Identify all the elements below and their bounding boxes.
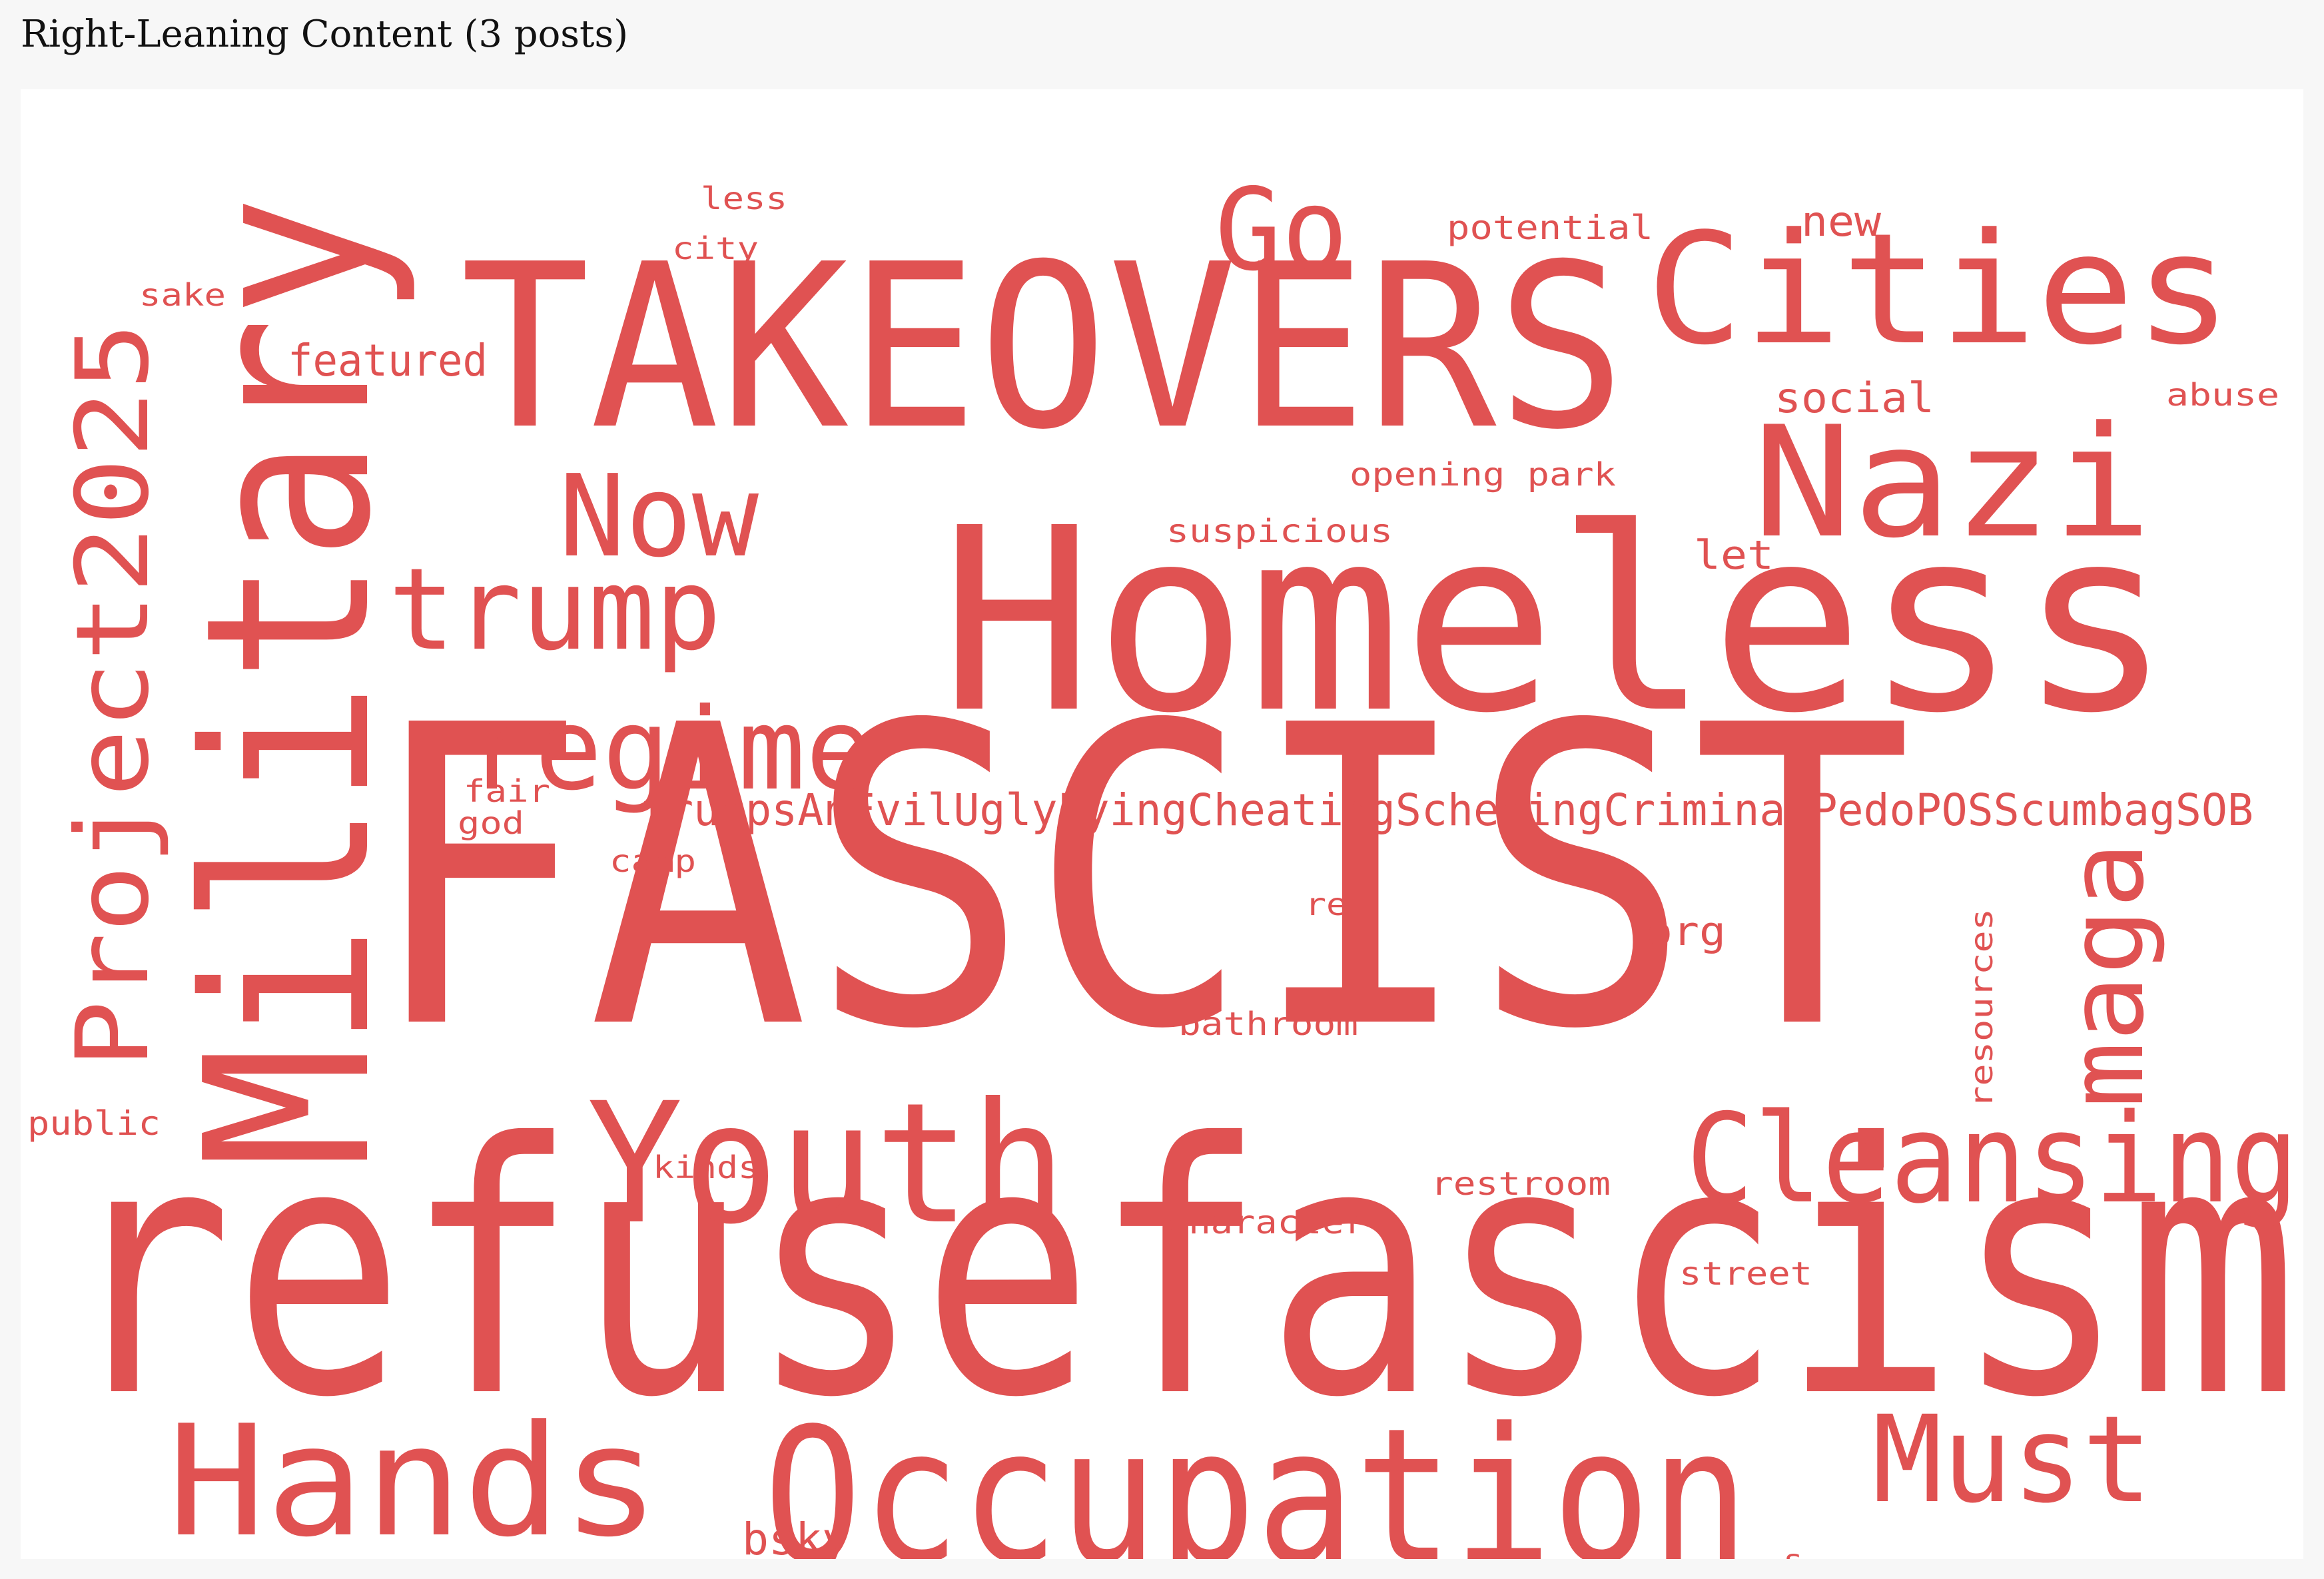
word-new: new <box>1801 197 1882 246</box>
word-refusefascism: refusefascism <box>61 1070 2299 1473</box>
word-public: public <box>27 1104 161 1143</box>
word-fascist: FASCIST <box>367 639 1912 1119</box>
word-let: let <box>1694 532 1774 579</box>
word-military: Military <box>157 196 421 1168</box>
word-cleansing: Cleansing <box>1686 1087 2299 1231</box>
word-org: org <box>1646 908 1726 955</box>
word-potential: potential <box>1447 208 1653 247</box>
word-cloud-canvas: FASCIST refusefascism Homeless TAKEOVERS… <box>27 164 2299 1559</box>
word-nazi: Nazi <box>1752 394 2152 572</box>
word-occupation: Occupation <box>763 1389 1749 1559</box>
word-featured: featured <box>288 335 488 386</box>
word-maga: maga <box>2046 842 2167 1108</box>
word-restroom: restroom <box>1431 1165 1611 1203</box>
word-cloud: FASCIST refusefascism Homeless TAKEOVERS… <box>21 89 2303 1559</box>
word-bsky: bsky <box>742 1514 849 1559</box>
word-go: Go <box>1215 164 1348 296</box>
word-regime: regime <box>467 684 873 816</box>
word-fair: fair <box>464 773 550 809</box>
word-trump: trump <box>388 544 721 676</box>
word-resources: resources <box>1964 908 2000 1108</box>
word-god: god <box>458 805 524 841</box>
word-homeless: Homeless <box>940 474 2172 769</box>
word-must: Must <box>1872 1391 2152 1530</box>
word-bathroom: bathroom <box>1178 1006 1358 1043</box>
word-trumps-long-hashtag: trumpsAnEvilUglyLyingCheatingSchemingCri… <box>641 785 2253 836</box>
word-less: less <box>701 180 787 216</box>
word-social: social <box>1774 374 1934 422</box>
panel-title: Right-Leaning Content (3 posts) <box>21 13 629 56</box>
word-suspicious: suspicious <box>1166 513 1393 550</box>
word-camp: camp <box>609 843 696 879</box>
word-cities: Cities <box>1646 201 2232 379</box>
word-sake: sake <box>139 277 226 313</box>
word-youth: Youth <box>587 1067 1066 1261</box>
word-street: street <box>1679 1255 1812 1293</box>
word-project2025: Project2025 <box>55 322 171 1068</box>
word-takeovers: TAKEOVERS <box>460 216 1626 479</box>
word-city: city <box>672 230 759 266</box>
word-character: character <box>1166 1204 1366 1241</box>
word-now: Now <box>559 451 759 583</box>
word-re: re <box>1305 886 1348 922</box>
word-kinds: kinds <box>653 1149 759 1185</box>
word-s: s <box>1783 1542 1803 1559</box>
word-hands: Hands <box>167 1393 660 1559</box>
word-abuse: abuse <box>2166 377 2279 413</box>
word-opening-park: opening park <box>1350 456 1616 493</box>
